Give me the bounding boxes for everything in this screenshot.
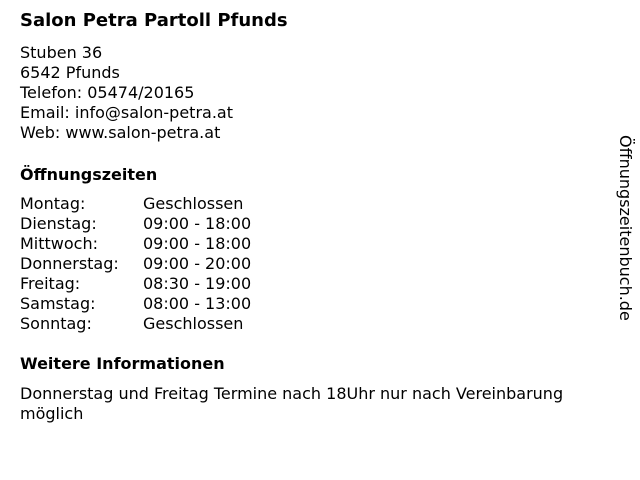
hours-table: Montag: Geschlossen Dienstag: 09:00 - 18:0…: [20, 194, 251, 334]
hours-row: Sonntag: Geschlossen: [20, 314, 251, 334]
time: 09:00 - 20:00: [143, 254, 252, 273]
info-heading: Weitere Informationen: [20, 354, 225, 373]
day: Freitag:: [20, 274, 81, 293]
time: 08:00 - 13:00: [143, 294, 252, 313]
day: Samstag:: [20, 294, 96, 313]
phone: Telefon: 05474/20165: [20, 83, 195, 102]
hours-row: Samstag: 08:00 - 13:00: [20, 294, 251, 314]
hours-heading: Öffnungszeiten: [20, 165, 158, 184]
time: 09:00 - 18:00: [143, 234, 252, 253]
email: Email: info@salon-petra.at: [20, 103, 233, 122]
time: 08:30 - 19:00: [143, 274, 252, 293]
address-city: 6542 Pfunds: [20, 63, 120, 82]
hours-row: Dienstag: 09:00 - 18:00: [20, 214, 251, 234]
contact-info: Stuben 36 6542 Pfunds Telefon: 05474/201…: [20, 43, 233, 143]
hours-row: Freitag: 08:30 - 19:00: [20, 274, 251, 294]
hours-row: Mittwoch: 09:00 - 18:00: [20, 234, 251, 254]
hours-row: Montag: Geschlossen: [20, 194, 251, 214]
page-title: Salon Petra Partoll Pfunds: [20, 10, 288, 31]
info-text: Donnerstag und Freitag Termine nach 18Uh…: [20, 384, 564, 423]
day: Montag:: [20, 194, 86, 213]
website: Web: www.salon-petra.at: [20, 123, 221, 142]
address-street: Stuben 36: [20, 43, 103, 62]
hours-row: Donnerstag: 09:00 - 20:00: [20, 254, 251, 274]
day: Mittwoch:: [20, 234, 98, 253]
time: Geschlossen: [143, 314, 244, 333]
day: Sonntag:: [20, 314, 92, 333]
time: 09:00 - 18:00: [143, 214, 252, 233]
day: Donnerstag:: [20, 254, 119, 273]
day: Dienstag:: [20, 214, 97, 233]
side-brand: Öffnungszeitenbuch.de: [616, 135, 635, 321]
time: Geschlossen: [143, 194, 244, 213]
